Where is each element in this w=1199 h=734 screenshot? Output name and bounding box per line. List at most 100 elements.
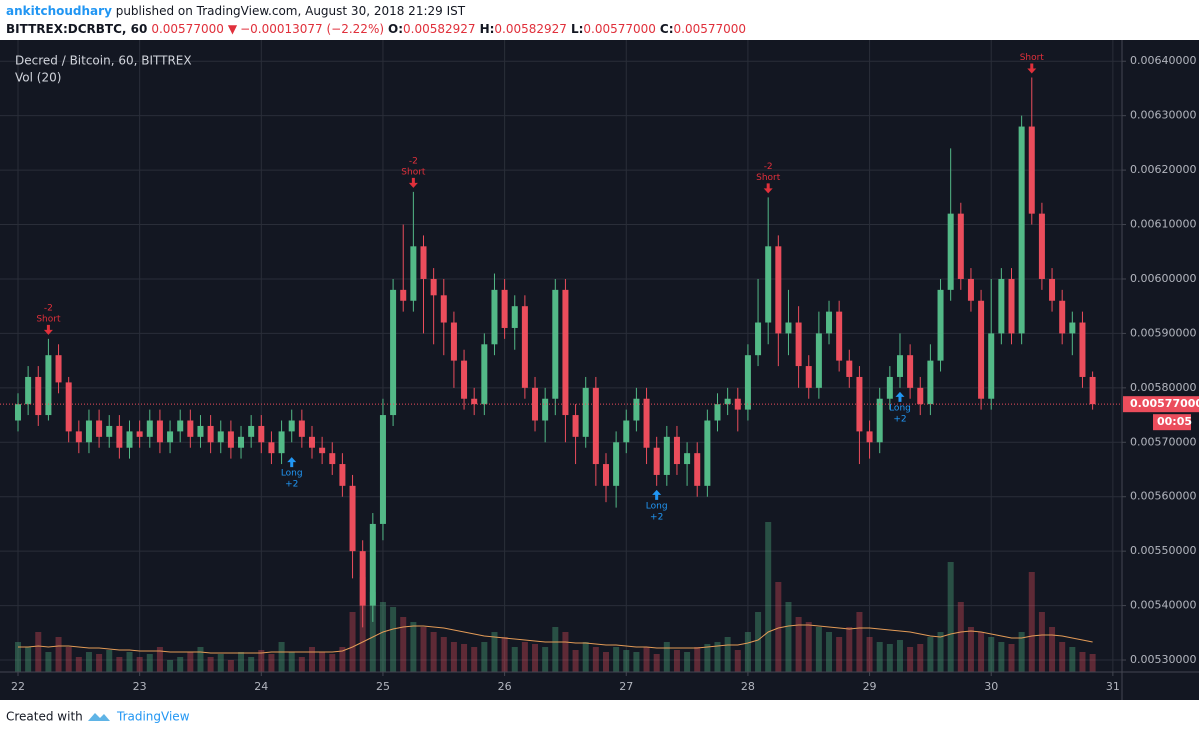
volume-bar <box>339 647 346 672</box>
x-tick-label: 29 <box>863 680 877 693</box>
volume-bar <box>957 602 964 672</box>
signal-label: -2 <box>764 162 773 172</box>
ohlc-value: 0.00582927 <box>403 22 476 36</box>
volume-bar <box>14 642 21 672</box>
ohlc-label: O: <box>388 22 403 36</box>
volume-bar <box>471 647 478 672</box>
volume-bar <box>805 622 812 672</box>
volume-bar <box>714 642 721 672</box>
candle-body <box>177 420 184 432</box>
candle-body <box>217 431 224 443</box>
volume-bar <box>55 637 62 672</box>
volume-bar <box>146 654 153 672</box>
candle-body <box>927 360 934 405</box>
candle-body <box>430 278 437 296</box>
author[interactable]: ankitchoudhary <box>6 4 112 18</box>
candle-body <box>592 387 599 465</box>
volume-bar <box>501 637 508 672</box>
volume-bar <box>461 644 468 672</box>
last-price-label: 0.00577000 <box>1130 397 1199 410</box>
volume-bar <box>167 660 174 672</box>
y-tick-label: 0.00580000 <box>1130 381 1196 394</box>
volume-bar <box>592 647 599 672</box>
volume-bar <box>217 654 224 672</box>
candle-body <box>947 213 954 290</box>
volume-bar <box>785 602 792 672</box>
volume-bar <box>1028 572 1035 672</box>
x-tick-label: 22 <box>11 680 25 693</box>
candle-body <box>805 366 812 388</box>
candle-body <box>390 289 397 416</box>
change: −0.00013077 (−2.22%) <box>240 22 384 36</box>
volume-bar <box>298 657 305 672</box>
candle-body <box>25 376 32 405</box>
volume-bar <box>978 632 985 672</box>
candle-body <box>156 420 163 443</box>
signal-label: Short <box>36 314 61 324</box>
volume-bar <box>1018 632 1025 672</box>
last-price-box <box>1123 396 1199 413</box>
candle-body <box>998 278 1005 334</box>
candle-body <box>532 387 539 421</box>
candle-body <box>775 246 782 334</box>
candle-body <box>75 431 82 443</box>
candle-body <box>795 322 802 367</box>
candle-body <box>308 436 315 448</box>
volume-bar <box>572 650 579 672</box>
volume-bar <box>795 617 802 672</box>
candle-body <box>785 322 792 334</box>
candle-body <box>1008 278 1015 334</box>
signal-label: Short <box>1020 53 1045 63</box>
volume-bar <box>927 637 934 672</box>
candle-body <box>907 355 914 388</box>
volume-bar <box>136 657 143 672</box>
candle-body <box>106 425 113 437</box>
volume-bar <box>755 612 762 672</box>
candle-body <box>339 464 346 486</box>
candle-body <box>896 355 903 377</box>
header-line: ankitchoudhary published on TradingView.… <box>6 4 466 18</box>
last: 0.00577000 <box>151 22 224 36</box>
candle-body <box>471 398 478 405</box>
candle-body <box>207 425 214 443</box>
footer-brand[interactable]: TradingView <box>116 710 190 724</box>
candle-body <box>1018 126 1025 334</box>
candle-body <box>1038 213 1045 279</box>
candle-body <box>876 398 883 443</box>
candle-body <box>187 420 194 437</box>
volume-bar <box>319 652 326 672</box>
signal-label: Long <box>889 403 911 413</box>
volume-bar <box>886 644 893 672</box>
candle-body <box>14 404 21 421</box>
short-arrow <box>1027 63 1037 74</box>
volume-bar <box>947 562 954 672</box>
x-tick-label: 27 <box>619 680 633 693</box>
candle-body <box>673 436 680 465</box>
candle-body <box>450 322 457 361</box>
volume-bar <box>1008 644 1015 672</box>
volume-bar <box>288 652 295 672</box>
volume-bar <box>116 657 123 672</box>
x-tick-label: 28 <box>741 680 755 693</box>
volume-bar <box>866 637 873 672</box>
candle-body <box>288 420 295 432</box>
candle-body <box>521 306 528 388</box>
volume-bar <box>724 637 731 672</box>
footer-text: Created with <box>6 710 83 724</box>
candle-body <box>359 551 366 606</box>
volume-bar <box>156 647 163 672</box>
volume-bar <box>856 612 863 672</box>
candle-body <box>623 420 630 443</box>
volume-bar <box>1038 612 1045 672</box>
volume-bar <box>532 644 539 672</box>
volume-bar <box>227 660 234 672</box>
candle-body <box>146 420 153 437</box>
volume-bar <box>440 637 447 672</box>
volume-bar <box>187 652 194 672</box>
candle-body <box>491 289 498 345</box>
volume-bar <box>390 607 397 672</box>
volume-bar <box>684 652 691 672</box>
y-tick-label: 0.00610000 <box>1130 218 1196 231</box>
tradingview-logo[interactable]: TradingView <box>88 710 190 724</box>
signal-label: Long <box>281 469 303 479</box>
